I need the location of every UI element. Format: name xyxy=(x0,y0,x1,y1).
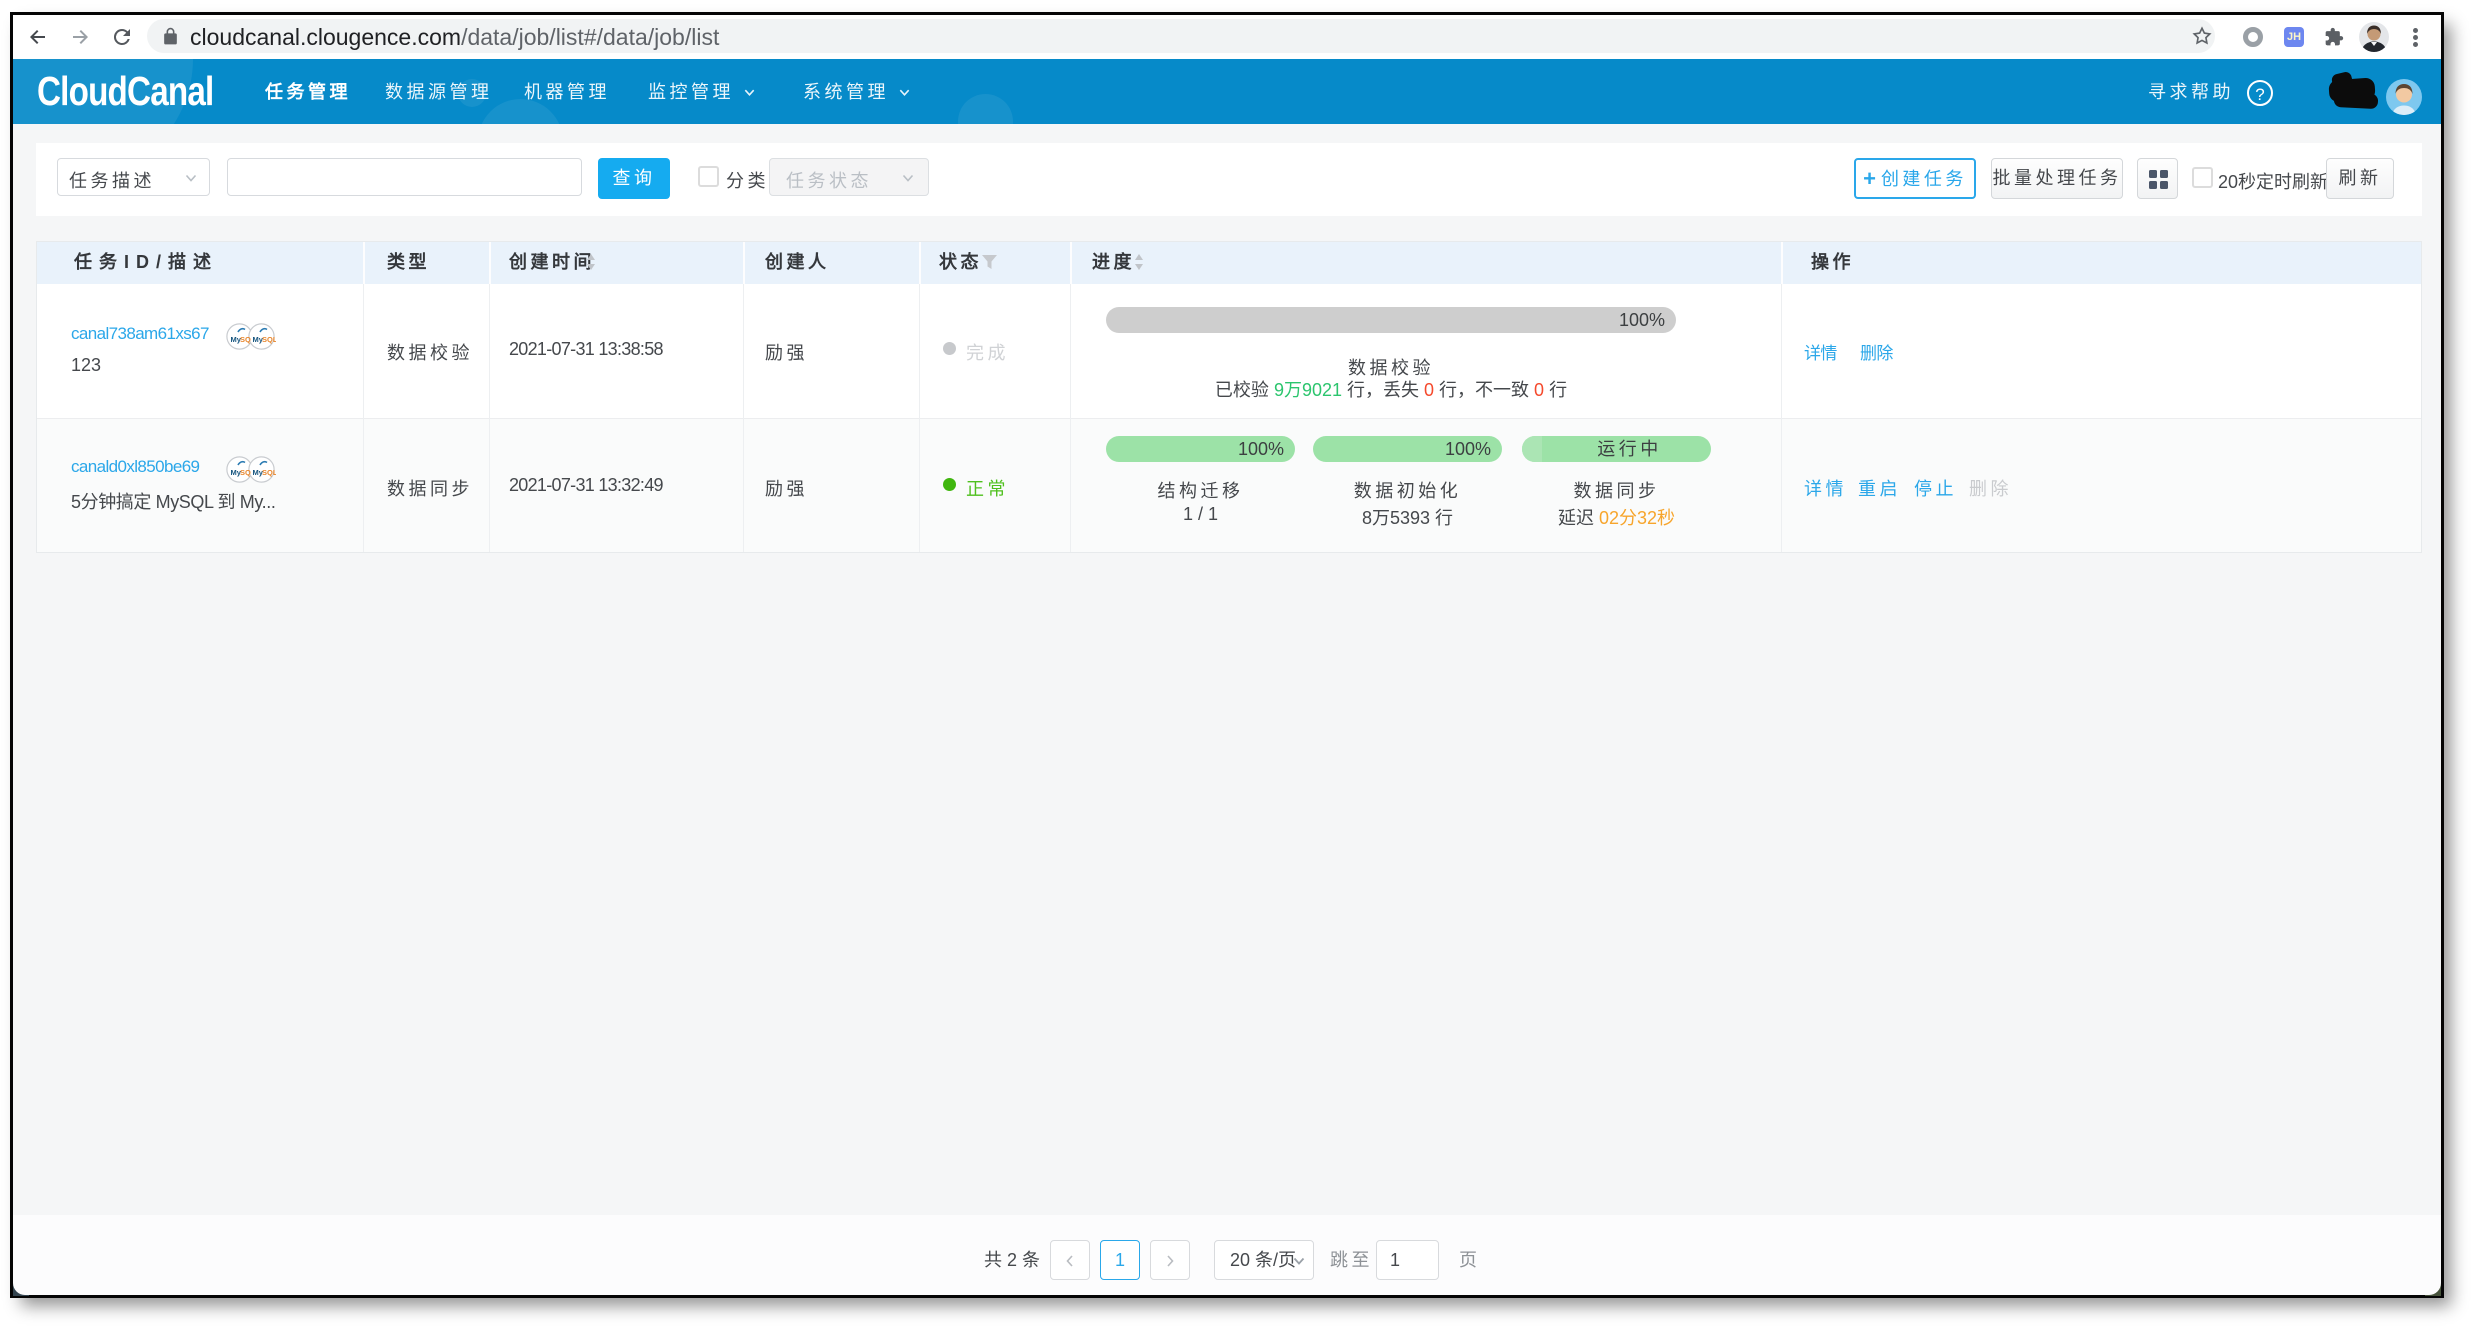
svg-text:SQ: SQ xyxy=(240,335,251,344)
svg-text:My: My xyxy=(231,335,242,344)
svg-text:My: My xyxy=(231,468,242,477)
svg-text:My: My xyxy=(253,468,264,477)
svg-text:SQL: SQL xyxy=(262,468,276,477)
svg-text:SQ: SQ xyxy=(240,468,251,477)
svg-text:My: My xyxy=(253,335,264,344)
svg-text:SQL: SQL xyxy=(262,335,276,344)
